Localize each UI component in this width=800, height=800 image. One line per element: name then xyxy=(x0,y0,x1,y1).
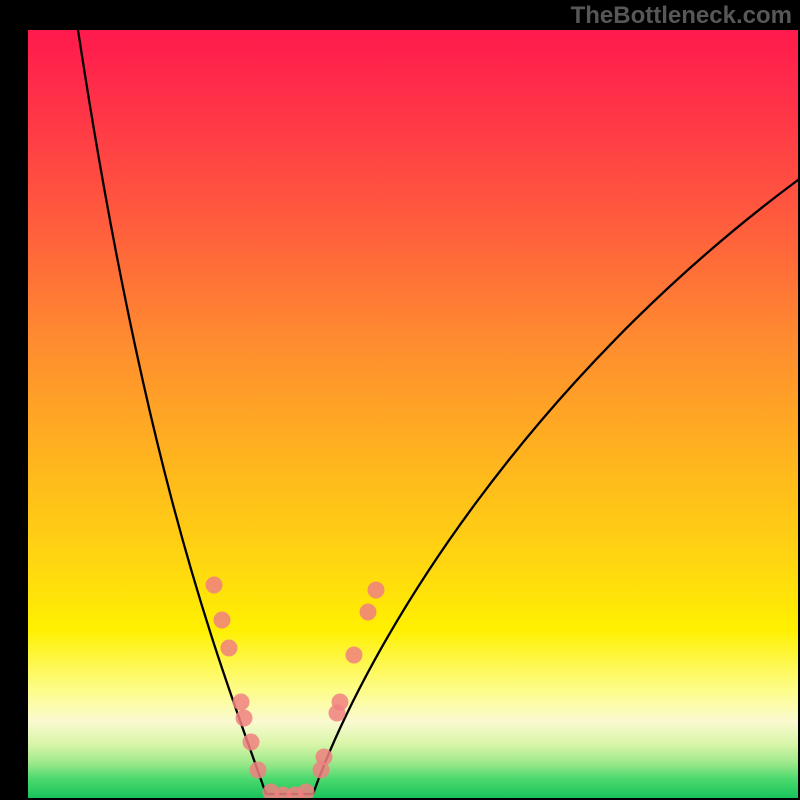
data-marker xyxy=(250,762,267,779)
data-marker xyxy=(298,784,315,799)
data-markers xyxy=(206,577,385,799)
data-marker xyxy=(206,577,223,594)
data-marker xyxy=(214,612,231,629)
chart-container: TheBottleneck.com xyxy=(0,0,800,800)
curve-layer xyxy=(28,30,798,798)
data-marker xyxy=(332,694,349,711)
watermark-text: TheBottleneck.com xyxy=(571,2,792,30)
data-marker xyxy=(221,640,238,657)
data-marker xyxy=(360,604,377,621)
data-marker xyxy=(346,647,363,664)
data-marker xyxy=(316,749,333,766)
plot-area xyxy=(28,30,798,798)
data-marker xyxy=(243,734,260,751)
bottleneck-curve xyxy=(78,30,798,794)
data-marker xyxy=(236,710,253,727)
data-marker xyxy=(368,582,385,599)
data-marker xyxy=(233,694,250,711)
